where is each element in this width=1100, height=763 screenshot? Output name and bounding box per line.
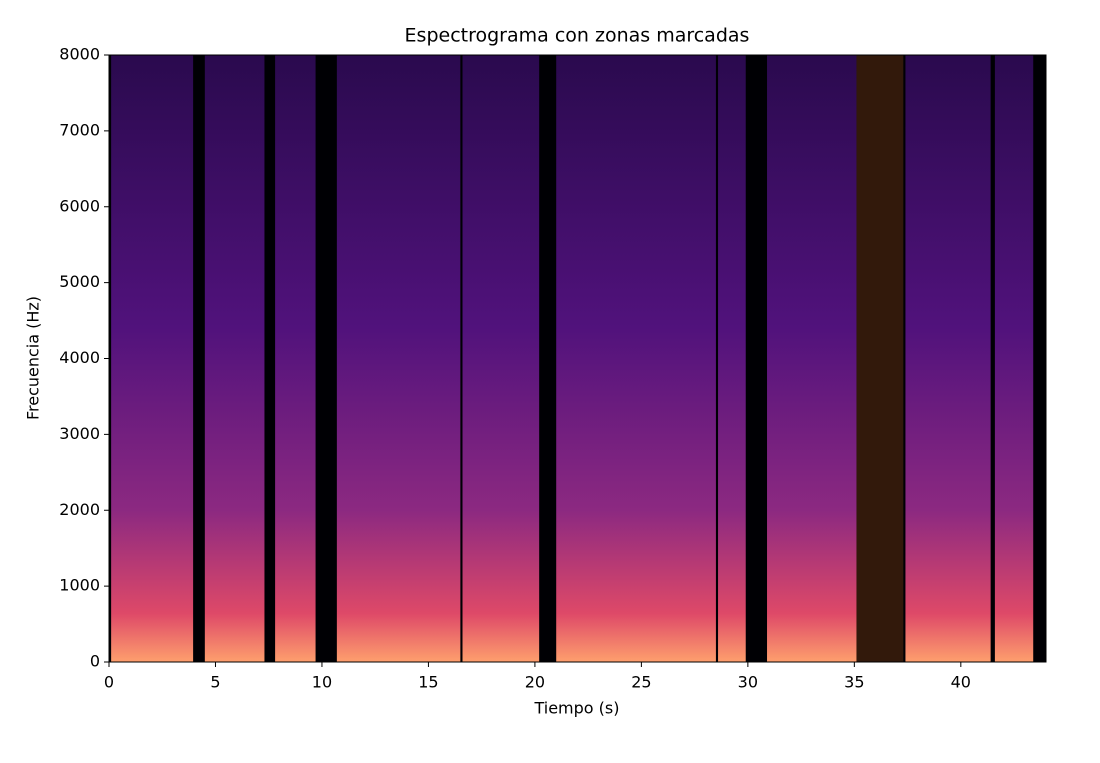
chart-title: Espectrograma con zonas marcadas [405,25,750,47]
y-tick-label: 3000 [59,424,100,443]
speech-segment [994,55,1034,662]
marks [111,55,1034,662]
y-tick-label: 7000 [59,120,100,139]
x-tick-label: 15 [418,673,438,692]
speech-segment [336,55,461,662]
x-tick-label: 0 [104,673,114,692]
x-axis-label: Tiempo (s) [533,699,619,718]
speech-segment [275,55,316,662]
x-tick-label: 5 [210,673,220,692]
speech-segment [905,55,991,662]
y-tick-label: 2000 [59,500,100,519]
y-tick-label: 0 [90,652,100,671]
y-tick-label: 5000 [59,272,100,291]
x-tick-label: 25 [631,673,651,692]
y-axis-label: Frecuencia (Hz) [24,296,43,420]
y-tick-label: 6000 [59,196,100,215]
x-tick-label: 35 [844,673,864,692]
speech-segment [718,55,746,662]
x-tick-label: 30 [738,673,758,692]
x-tick-label: 10 [312,673,332,692]
x-tick-label: 40 [951,673,971,692]
speech-segment [556,55,716,662]
y-tick-label: 1000 [59,576,100,595]
speech-segment [767,55,857,662]
y-tick-label: 8000 [59,45,100,64]
x-tick-label: 20 [525,673,545,692]
y-tick-label: 4000 [59,348,100,367]
speech-segment [111,55,194,662]
marked-zone [856,55,904,662]
speech-segment [462,55,540,662]
speech-segment [204,55,265,662]
